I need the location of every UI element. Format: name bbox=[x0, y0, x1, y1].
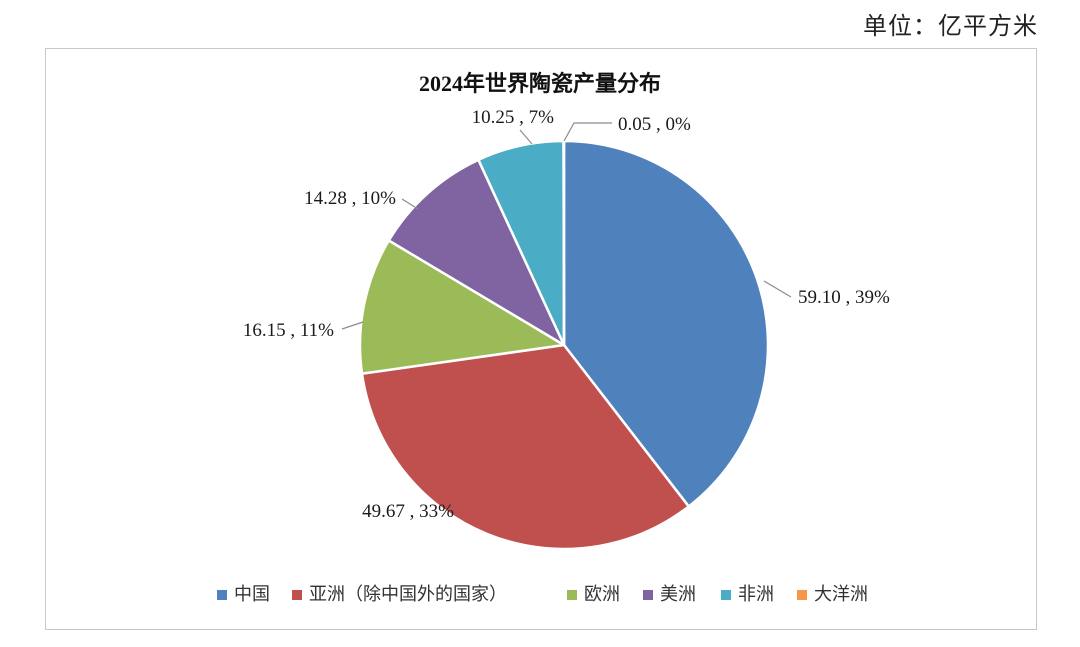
pie-slices bbox=[358, 139, 770, 551]
leader-line-4 bbox=[519, 129, 533, 145]
legend-swatch-4 bbox=[721, 590, 731, 600]
legend-label-4: 非洲 bbox=[738, 584, 774, 605]
data-label-3: 14.28 , 10% bbox=[304, 188, 396, 209]
legend-swatch-2 bbox=[567, 590, 577, 600]
data-label-2: 16.15 , 11% bbox=[243, 320, 334, 341]
legend-swatch-5 bbox=[797, 590, 807, 600]
pie-slice-2 bbox=[358, 239, 566, 375]
legend-swatch-3 bbox=[643, 590, 653, 600]
chart-frame: 2024年世界陶瓷产量分布 59.10 , 39% 49.67 , 33% 16.1… bbox=[45, 48, 1037, 630]
legend-label-3: 美洲 bbox=[660, 584, 696, 605]
leader-line-0 bbox=[763, 280, 792, 298]
legend-label-1: 亚洲（除中国外的国家） bbox=[309, 584, 507, 605]
legend-swatch-0 bbox=[217, 590, 227, 600]
legend-swatch-1 bbox=[292, 590, 302, 600]
unit-note: 单位：亿平方米 bbox=[863, 12, 1038, 40]
leader-line-2 bbox=[341, 321, 364, 330]
leader-lines bbox=[341, 122, 792, 330]
pie-chart: 2024年世界陶瓷产量分布 59.10 , 39% 49.67 , 33% 16.1… bbox=[217, 71, 890, 605]
data-label-5: 0.05 , 0% bbox=[618, 114, 691, 135]
pie-slice-3 bbox=[387, 158, 566, 347]
leader-line-5 bbox=[563, 122, 612, 142]
leader-line-3 bbox=[401, 198, 419, 210]
data-label-4: 10.25 , 7% bbox=[472, 107, 555, 128]
pie-slice-0 bbox=[562, 139, 770, 508]
data-label-1: 49.67 , 33% bbox=[362, 501, 454, 522]
data-label-0: 59.10 , 39% bbox=[798, 287, 890, 308]
legend-label-0: 中国 bbox=[234, 584, 270, 605]
pie-slice-1 bbox=[360, 343, 690, 551]
legend-label-5: 大洋洲 bbox=[814, 584, 868, 605]
data-labels: 59.10 , 39% 49.67 , 33% 16.15 , 11% 14.28 ,… bbox=[243, 107, 890, 522]
legend: 中国 亚洲（除中国外的国家） 欧洲 美洲 非洲 大洋洲 bbox=[217, 584, 868, 605]
legend-label-2: 欧洲 bbox=[584, 584, 620, 605]
chart-title: 2024年世界陶瓷产量分布 bbox=[419, 71, 661, 96]
